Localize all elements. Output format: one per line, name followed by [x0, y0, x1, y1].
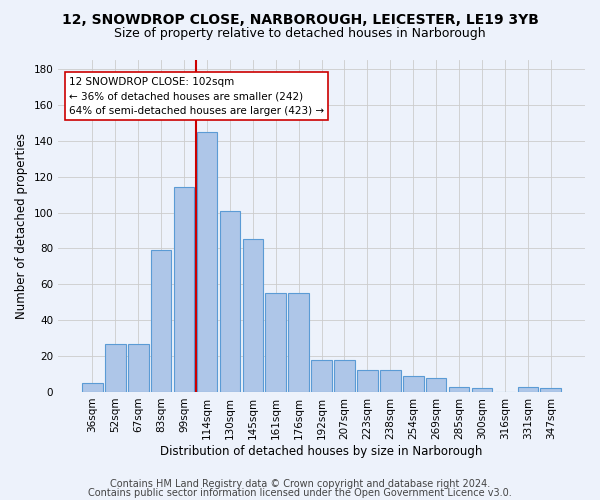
Text: Contains public sector information licensed under the Open Government Licence v3: Contains public sector information licen…: [88, 488, 512, 498]
Bar: [82, 383, 103, 392]
Bar: [197, 132, 217, 392]
Bar: [105, 344, 125, 392]
Bar: [403, 376, 424, 392]
Bar: [426, 378, 446, 392]
Bar: [289, 294, 309, 392]
Bar: [265, 294, 286, 392]
Bar: [449, 386, 469, 392]
Bar: [220, 210, 240, 392]
Text: 12, SNOWDROP CLOSE, NARBOROUGH, LEICESTER, LE19 3YB: 12, SNOWDROP CLOSE, NARBOROUGH, LEICESTE…: [62, 12, 538, 26]
Bar: [311, 360, 332, 392]
Bar: [128, 344, 149, 392]
Text: 12 SNOWDROP CLOSE: 102sqm
← 36% of detached houses are smaller (242)
64% of semi: 12 SNOWDROP CLOSE: 102sqm ← 36% of detac…: [69, 76, 324, 116]
Text: Contains HM Land Registry data © Crown copyright and database right 2024.: Contains HM Land Registry data © Crown c…: [110, 479, 490, 489]
Bar: [541, 388, 561, 392]
Bar: [518, 386, 538, 392]
Bar: [151, 250, 172, 392]
Y-axis label: Number of detached properties: Number of detached properties: [15, 133, 28, 319]
Bar: [380, 370, 401, 392]
Bar: [242, 240, 263, 392]
X-axis label: Distribution of detached houses by size in Narborough: Distribution of detached houses by size …: [160, 444, 483, 458]
Bar: [472, 388, 493, 392]
Bar: [334, 360, 355, 392]
Bar: [357, 370, 378, 392]
Text: Size of property relative to detached houses in Narborough: Size of property relative to detached ho…: [114, 28, 486, 40]
Bar: [174, 188, 194, 392]
